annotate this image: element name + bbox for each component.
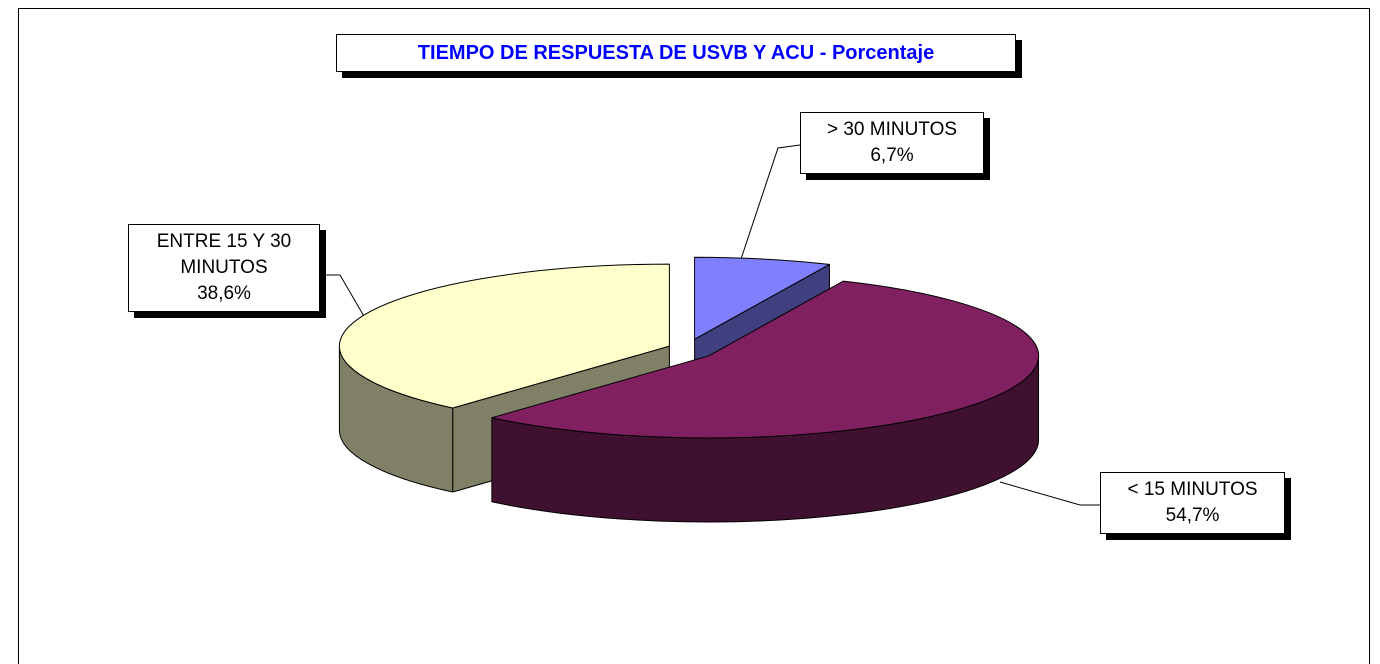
- leader-line: [737, 144, 801, 269]
- value-label: 6,7%: [870, 145, 914, 166]
- value-label: 54,7%: [1165, 505, 1220, 526]
- leader-line: [999, 481, 1100, 506]
- chart-title: TIEMPO DE RESPUESTA DE USVB Y ACU - Porc…: [336, 34, 1016, 72]
- category-label: < 15 MINUTOS: [1127, 479, 1258, 500]
- pie-slice: [694, 256, 830, 340]
- category-label: ENTRE 15 Y 30 MINUTOS: [156, 231, 292, 278]
- data-label: ENTRE 15 Y 30 MINUTOS 38,6%: [128, 224, 320, 312]
- chart-frame: [18, 8, 1370, 664]
- leader-line: [322, 274, 366, 319]
- pie-slice: [491, 280, 1040, 439]
- pie-slice: [338, 263, 670, 409]
- category-label: > 30 MINUTOS: [826, 119, 958, 140]
- data-label: > 30 MINUTOS 6,7%: [800, 112, 984, 174]
- value-label: 38,6%: [197, 283, 251, 304]
- data-label: < 15 MINUTOS 54,7%: [1100, 472, 1285, 534]
